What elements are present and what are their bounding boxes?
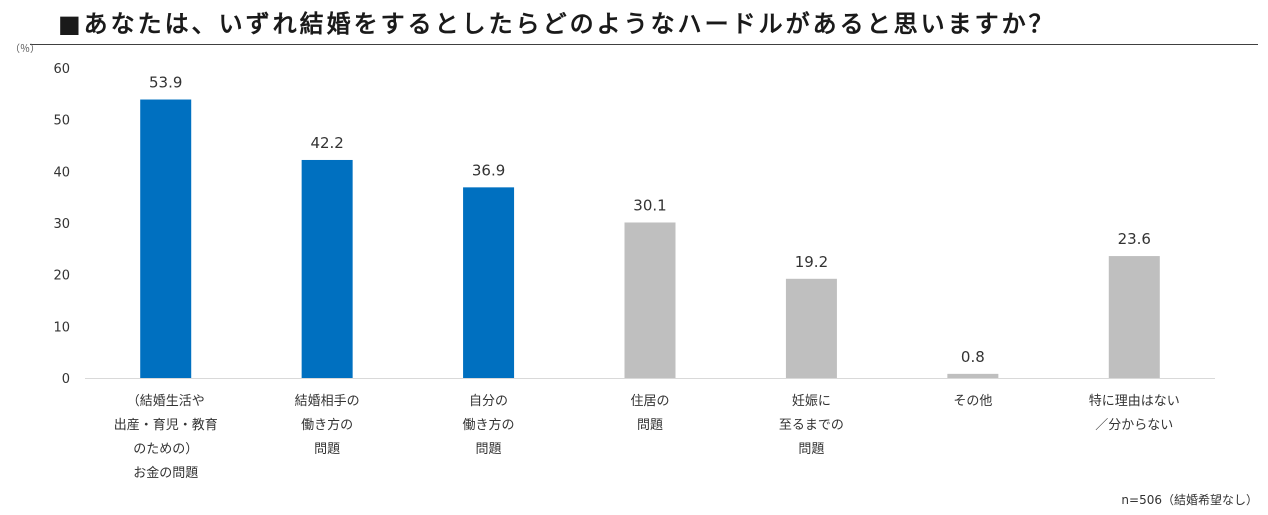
data-label: 36.9: [472, 161, 505, 179]
y-tick-label: 50: [53, 114, 70, 129]
y-axis-unit-label: （％）: [10, 44, 40, 55]
chart-title: ■あなたは、いずれ結婚をするとしたらどのようなハードルがあると思いますか？: [58, 10, 1056, 38]
bar: [785, 278, 837, 378]
x-category-label-line: 問題: [798, 442, 825, 457]
x-category-label-line: 自分の: [469, 394, 509, 409]
bar: [624, 222, 676, 378]
x-category-label-line: 働き方の: [301, 418, 354, 433]
y-tick-label: 40: [53, 165, 70, 180]
bar: [463, 187, 515, 378]
x-category-label-line: 結婚相手の: [294, 394, 360, 409]
x-category-label: 妊娠に至るまでの問題: [731, 390, 891, 462]
x-category-label-line: 出産・育児・教育: [113, 418, 218, 433]
x-category-label-line: 問題: [314, 442, 341, 457]
x-category-label-line: （結婚生活や: [126, 394, 205, 409]
x-category-label-line: ／分からない: [1095, 418, 1174, 433]
x-category-label-line: お金の問題: [133, 466, 199, 481]
x-category-label-line: 至るまでの: [778, 418, 844, 433]
x-category-label-line: のための）: [133, 442, 199, 457]
x-category-label: 住居の 問題: [570, 390, 730, 438]
bar: [1108, 256, 1160, 378]
x-category-label-line: 特に理由はない: [1088, 394, 1180, 409]
data-label: 42.2: [310, 134, 343, 152]
x-category-label-line: 妊娠に: [791, 394, 831, 409]
y-tick-label: 0: [62, 372, 70, 387]
x-category-label: 特に理由はない ／分からない: [1054, 390, 1214, 438]
bar: [140, 99, 192, 379]
x-category-label: （結婚生活や 出産・育児・教育 のための） お金の問題: [86, 390, 246, 486]
x-category-label: 自分の 働き方の 問題: [409, 390, 569, 462]
x-category-label-line: 問題: [636, 418, 663, 433]
x-category-label-line: その他: [953, 394, 993, 409]
x-category-label: その他: [893, 390, 1053, 414]
x-category-label-line: 働き方の: [462, 418, 515, 433]
data-label: 30.1: [633, 196, 666, 214]
bar: [301, 159, 353, 378]
y-tick-label: 30: [53, 217, 70, 232]
y-tick-label: 10: [53, 320, 70, 335]
title-underline: [30, 44, 1258, 45]
sample-size-note: n=506（結婚希望なし）: [1121, 493, 1258, 507]
data-label: 19.2: [795, 253, 828, 271]
x-category-label-line: 問題: [475, 442, 502, 457]
y-tick-label: 20: [53, 269, 70, 284]
data-label: 0.8: [961, 348, 985, 366]
y-tick-label: 60: [53, 62, 70, 77]
x-category-label: 結婚相手の働き方の問題: [247, 390, 407, 462]
data-label: 23.6: [1118, 230, 1151, 248]
x-category-label-line: 住居の: [630, 394, 670, 409]
bar: [947, 373, 999, 378]
data-label: 53.9: [149, 74, 182, 92]
